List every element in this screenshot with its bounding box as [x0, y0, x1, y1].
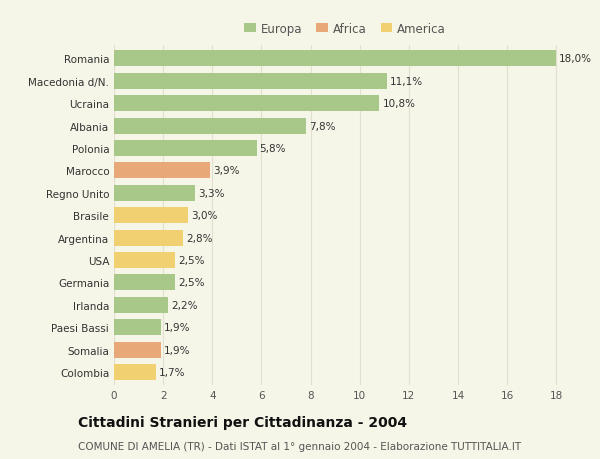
Text: 7,8%: 7,8%	[308, 121, 335, 131]
Text: 1,9%: 1,9%	[164, 345, 190, 355]
Bar	[114, 297, 168, 313]
Bar	[114, 364, 156, 380]
Bar	[114, 275, 175, 291]
Bar	[114, 342, 161, 358]
Bar	[114, 163, 210, 179]
Bar	[114, 73, 387, 90]
Bar	[114, 118, 305, 134]
Bar	[114, 319, 161, 336]
Text: 18,0%: 18,0%	[559, 54, 592, 64]
Text: COMUNE DI AMELIA (TR) - Dati ISTAT al 1° gennaio 2004 - Elaborazione TUTTITALIA.: COMUNE DI AMELIA (TR) - Dati ISTAT al 1°…	[78, 441, 521, 451]
Bar	[114, 207, 188, 224]
Text: Cittadini Stranieri per Cittadinanza - 2004: Cittadini Stranieri per Cittadinanza - 2…	[78, 415, 407, 429]
Text: 2,5%: 2,5%	[178, 255, 205, 265]
Bar	[114, 185, 195, 202]
Text: 5,8%: 5,8%	[259, 144, 286, 154]
Bar	[114, 140, 257, 157]
Text: 3,3%: 3,3%	[198, 188, 224, 198]
Text: 3,9%: 3,9%	[213, 166, 239, 176]
Text: 2,5%: 2,5%	[178, 278, 205, 288]
Text: 10,8%: 10,8%	[382, 99, 415, 109]
Text: 2,8%: 2,8%	[186, 233, 212, 243]
Text: 1,9%: 1,9%	[164, 323, 190, 332]
Bar	[114, 51, 556, 67]
Bar	[114, 230, 183, 246]
Bar	[114, 96, 379, 112]
Text: 11,1%: 11,1%	[390, 77, 423, 87]
Legend: Europa, Africa, America: Europa, Africa, America	[239, 18, 451, 40]
Bar	[114, 252, 175, 269]
Text: 1,7%: 1,7%	[159, 367, 185, 377]
Text: 3,0%: 3,0%	[191, 211, 217, 221]
Text: 2,2%: 2,2%	[171, 300, 197, 310]
